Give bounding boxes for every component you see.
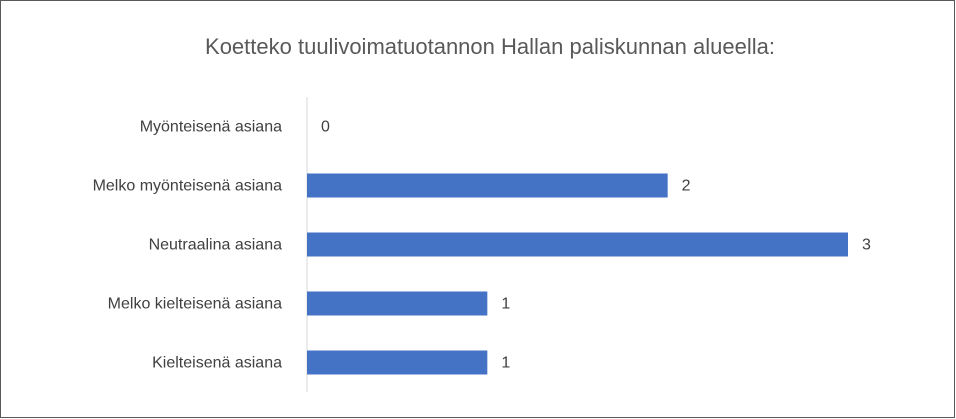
category-label: Kielteisenä asiana [152, 355, 282, 372]
bar [307, 173, 668, 198]
bar [307, 350, 488, 375]
category-label: Myönteisenä asiana [140, 119, 282, 136]
category-label: Neutraalina asiana [149, 237, 283, 254]
data-label: 1 [501, 355, 510, 372]
category-label: Melko myönteisenä asiana [93, 178, 283, 195]
data-label: 1 [501, 296, 510, 313]
data-label: 0 [321, 119, 330, 136]
bar [307, 232, 848, 257]
data-label: 2 [682, 178, 691, 195]
bar [307, 291, 488, 316]
category-label: Melko kielteisenä asiana [108, 296, 282, 313]
data-label: 3 [862, 237, 871, 254]
chart-title: Koetteko tuulivoimatuotannon Hallan pali… [205, 34, 775, 59]
